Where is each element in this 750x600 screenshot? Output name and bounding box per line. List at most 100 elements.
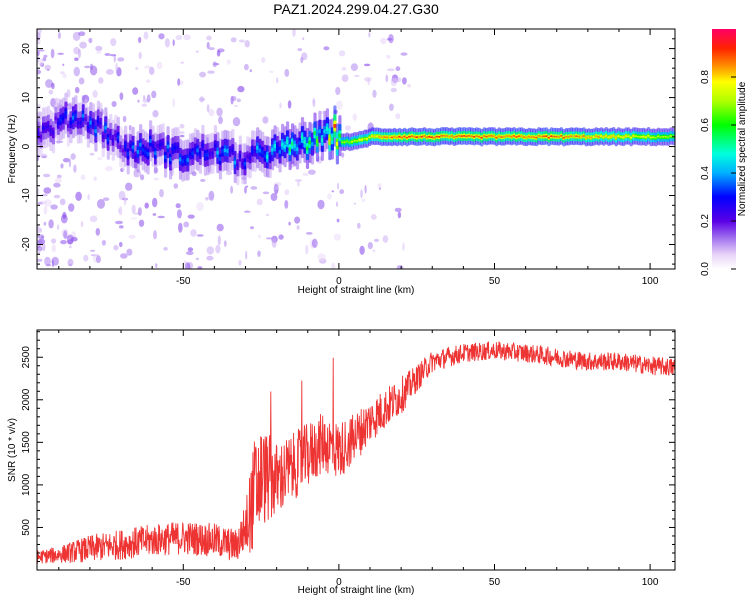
heatmap-cell (368, 136, 372, 139)
heatmap-cell (387, 68, 395, 72)
heatmap-cell (339, 189, 345, 195)
heatmap-cell (131, 204, 136, 214)
heatmap-cell (164, 38, 170, 48)
heatmap-cell (216, 223, 224, 232)
heatmap-cell (74, 57, 79, 61)
heatmap-cell (68, 203, 75, 212)
heatmap-cell (101, 134, 105, 139)
heatmap-cell (355, 139, 359, 142)
heatmap-cell (51, 82, 55, 90)
heatmap-cell (63, 230, 68, 239)
heatmap-cell (313, 131, 317, 136)
heatmap-cell (258, 234, 261, 239)
heatmap-cell (117, 57, 125, 62)
heatmap-cell (302, 172, 309, 177)
colorbar-ticks: 0.0 0.2 0.4 0.6 0.8 (700, 70, 736, 276)
heatmap-cell (408, 135, 412, 138)
heatmap-cell (310, 142, 315, 147)
heatmap-cell (341, 67, 347, 71)
heatmap-cell (206, 104, 210, 113)
heatmap-cell (395, 136, 399, 139)
heatmap-cell (73, 66, 81, 77)
heatmap-cell (357, 222, 361, 229)
heatmap-cell (244, 63, 249, 71)
heatmap-cell (268, 70, 274, 74)
heatmap-cell (199, 71, 207, 78)
heatmap-cell (395, 113, 401, 120)
heatmap-cell (318, 129, 322, 134)
heatmap-cell (201, 143, 205, 148)
heatmap-cell (587, 136, 591, 138)
heatmap-cell (61, 116, 66, 121)
x-tick-label: 0 (336, 276, 342, 287)
heatmap-cell (67, 239, 74, 245)
spectrogram-frame (36, 28, 676, 270)
heatmap-cell (230, 37, 237, 43)
heatmap-cell (370, 135, 374, 137)
heatmap-cell (500, 136, 504, 138)
heatmap-cell (480, 136, 484, 139)
heatmap-cell (37, 246, 43, 252)
heatmap-cell (244, 210, 251, 213)
heatmap-cell (173, 183, 179, 189)
heatmap-cell (395, 66, 401, 72)
heatmap-cell (308, 169, 316, 175)
heatmap-cell (368, 32, 371, 38)
heatmap-cell (472, 135, 476, 138)
heatmap-cell (323, 46, 330, 51)
y-tick-label: 1500 (21, 431, 32, 454)
spectrogram-xlabel: Height of straight line (km) (298, 285, 415, 296)
heatmap-cell (477, 135, 481, 138)
heatmap-cell (64, 111, 68, 116)
heatmap-cell (208, 190, 215, 201)
heatmap-cell (180, 61, 185, 64)
heatmap-cell (283, 144, 287, 149)
heatmap-cell (68, 245, 72, 249)
heatmap-cell (130, 217, 138, 220)
heatmap-cell (284, 189, 290, 196)
heatmap-cell (271, 147, 275, 152)
heatmap-cell (378, 135, 382, 138)
heatmap-cell (53, 182, 61, 188)
heatmap-cell (37, 103, 42, 111)
colorbar-scale (712, 29, 736, 269)
heatmap-cell (199, 96, 205, 103)
heatmap-cell (487, 135, 491, 137)
heatmap-cell (44, 125, 48, 130)
heatmap-cell (153, 177, 159, 181)
heatmap-cell (604, 135, 608, 137)
heatmap-cell (89, 65, 98, 76)
heatmap-cell (335, 141, 339, 146)
heatmap-cell (284, 200, 289, 209)
heatmap-cell (43, 221, 47, 226)
heatmap-cell (161, 141, 165, 146)
heatmap-cell (331, 190, 335, 193)
heatmap-cell (118, 208, 121, 214)
heatmap-cell (92, 90, 98, 98)
heatmap-cell (104, 53, 111, 56)
heatmap-cell (305, 244, 309, 255)
heatmap-cell (333, 123, 337, 128)
heatmap-cell (109, 132, 113, 137)
heatmap-cell (187, 214, 195, 219)
heatmap-cell (262, 191, 270, 195)
heatmap-cell (256, 198, 263, 206)
heatmap-cell (179, 123, 185, 129)
heatmap-cell (238, 154, 242, 159)
heatmap-cell (110, 38, 117, 47)
heatmap-cell (197, 266, 203, 269)
heatmap-cell (360, 138, 364, 141)
heatmap-cell (390, 136, 394, 139)
heatmap-cell (262, 116, 269, 124)
heatmap-cell (305, 232, 313, 235)
heatmap-cell (143, 31, 149, 40)
heatmap-cell (505, 135, 509, 137)
heatmap-cell (184, 262, 191, 269)
heatmap-cell (579, 135, 583, 138)
y-tick-label: 20 (21, 43, 32, 55)
heatmap-cell (232, 117, 241, 127)
heatmap-cell (113, 54, 117, 63)
heatmap-cell (325, 126, 329, 131)
heatmap-cell (198, 151, 202, 156)
spectrogram-panel: -50 0 50 100 -20 -10 0 10 20 Height of straight … (7, 28, 676, 296)
